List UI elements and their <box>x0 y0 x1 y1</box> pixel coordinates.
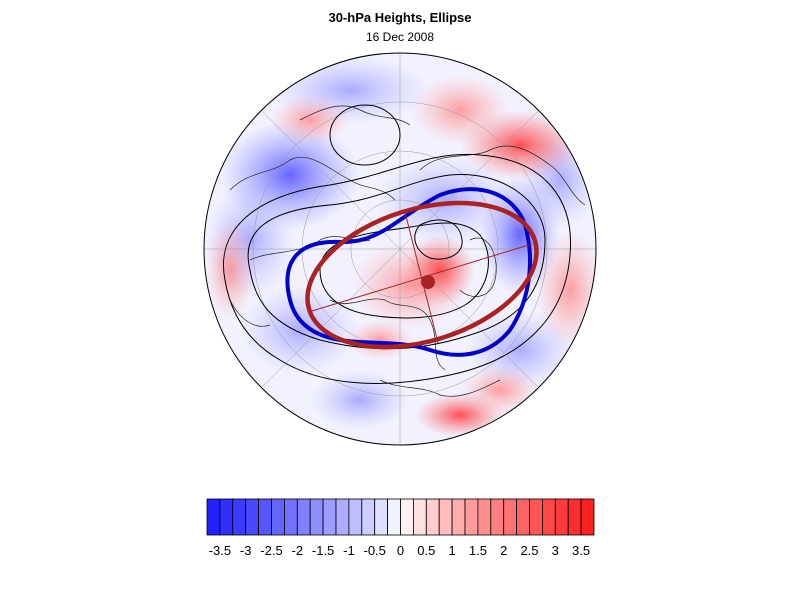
colorbar-tick-label: -2 <box>292 543 304 558</box>
colorbar-box <box>490 498 505 536</box>
colorbar-tick-label: 3 <box>552 543 559 558</box>
ellipse-axes <box>311 211 533 344</box>
colorbar-tick-label: 1.5 <box>469 543 487 558</box>
colorbar-box <box>542 498 556 536</box>
colorbar-tick-label: -1 <box>343 543 355 558</box>
ellipse-minor-axis <box>404 211 439 344</box>
colorbar-box <box>451 498 466 536</box>
contour-outermost <box>223 153 572 384</box>
colorbar-box <box>529 498 543 536</box>
colorbar-box <box>516 498 530 536</box>
colorbar-box <box>296 498 311 536</box>
colorbar-box <box>348 498 363 536</box>
colorbar-box <box>245 498 259 536</box>
colorbar-box <box>567 498 582 536</box>
fitted-ellipse <box>305 200 539 350</box>
ellipse-center-marker <box>421 275 435 289</box>
colorbar-box <box>554 498 569 536</box>
colorbar-box <box>387 498 401 536</box>
colorbar-box <box>206 498 221 536</box>
contour-core <box>414 219 463 260</box>
colorbar-box <box>412 498 427 536</box>
chart-title: 30-hPa Heights, Ellipse <box>328 10 472 25</box>
colorbar-box <box>322 498 337 536</box>
colorbar-box <box>425 498 440 536</box>
anomaly-field <box>204 53 596 445</box>
colorbar-box <box>335 498 350 536</box>
colorbar-box <box>464 498 479 536</box>
colorbar-box <box>580 498 595 536</box>
colorbar-box <box>503 498 518 536</box>
contour-outer <box>247 173 546 350</box>
colorbar-box <box>374 498 389 536</box>
colorbar-box <box>271 498 285 536</box>
colorbar-tick-label: 3.5 <box>572 543 590 558</box>
colorbar-tick-labels: -3.5 -3 -2.5 -2 -1.5 -1 -0.5 0 0.5 1 1.5 2 2.5 3 3.5 <box>209 543 590 558</box>
globe-outline <box>203 52 597 446</box>
colorbar-tick-label: -0.5 <box>363 543 385 558</box>
colorbar-box <box>258 498 272 536</box>
colorbar-box <box>309 498 324 536</box>
colorbar-box <box>400 498 414 536</box>
colorbar-tick-label: 1 <box>448 543 455 558</box>
chart-subtitle: 16 Dec 2008 <box>365 30 435 44</box>
colorbar-tick-label: 2 <box>500 543 507 558</box>
colorbar-box <box>232 498 247 536</box>
colorbar-box <box>283 498 298 536</box>
colorbar-boxes <box>206 498 595 536</box>
colorbar-box <box>438 498 453 536</box>
colorbar-tick-label: 0 <box>397 543 404 558</box>
colorbar-tick-label: -3 <box>240 543 252 558</box>
colorbar-tick-label: -3.5 <box>209 543 231 558</box>
colorbar-tick-label: -2.5 <box>260 543 282 558</box>
colorbar-box <box>477 498 492 536</box>
colorbar-box <box>361 498 376 536</box>
colorbar-box <box>219 498 234 536</box>
contour-small-high <box>329 104 401 166</box>
colorbar-tick-label: 0.5 <box>417 543 435 558</box>
polar-map <box>203 52 597 446</box>
colorbar-tick-label: -1.5 <box>312 543 334 558</box>
coastlines <box>229 105 586 397</box>
colorbar-tick-label: 2.5 <box>520 543 538 558</box>
